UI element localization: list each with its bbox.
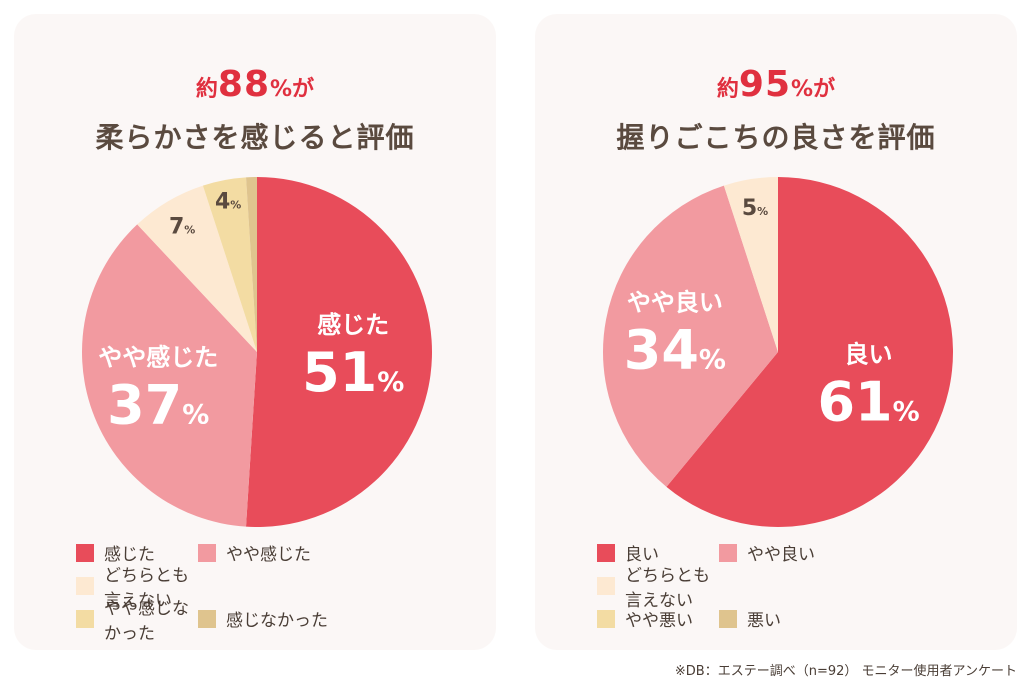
slice-percent-label: 51%: [302, 341, 404, 404]
legend-row: 良い やや良い: [597, 536, 997, 569]
legend-item: 感じなかった: [198, 606, 328, 631]
legend-row: やや感じなかった 感じなかった: [76, 599, 476, 644]
legend-swatch: [76, 609, 94, 628]
headline-suffix: が: [292, 77, 315, 102]
legend-swatch: [198, 609, 216, 628]
pie-slice-1: [246, 177, 433, 527]
pie-slice-2: [82, 224, 257, 527]
legend-swatch: [597, 609, 615, 628]
pie-slice-1: [666, 177, 953, 527]
legend-row: どちらとも言えない: [76, 566, 476, 611]
headline-percent: %: [791, 77, 814, 102]
chart-card-left: 約88%が 柔らかさを感じると評価 感じた 51% やや感じた 37% 7% 4% 感じた…: [14, 14, 496, 650]
slice-percent-label: 5%: [742, 196, 768, 221]
source-footnote: ※DB：エステー調べ（n=92） モニター使用者アンケート: [674, 664, 1017, 679]
legend-label: やや感じなかった: [104, 598, 189, 644]
legend-label: 感じた: [104, 545, 155, 565]
headline-number: 95: [738, 64, 792, 105]
legend-row: どちらとも言えない: [597, 566, 997, 611]
headline-prefix: 約: [195, 77, 218, 102]
pie-slice-5: [246, 177, 257, 352]
slice-percent-label: 34%: [624, 318, 726, 381]
legend-label: やや感じた: [226, 545, 311, 565]
slice-percent-label: 7%: [169, 214, 195, 239]
headline-prefix: 約: [716, 77, 739, 102]
legend-label: やや良い: [747, 545, 815, 565]
legend-label: どちらとも言えない: [625, 565, 710, 611]
chart-card-right: 約95%が 握りごこちの良さを評価 良い 61% やや良い 34% 5% 良い やや良いど…: [535, 14, 1017, 650]
slice-percent-label: 61%: [817, 371, 919, 434]
legend-swatch: [198, 543, 216, 562]
legend-swatch: [719, 609, 737, 628]
legend-row: 感じた やや感じた: [76, 536, 476, 569]
legend-label: 良い: [625, 545, 659, 565]
legend-swatch: [597, 543, 615, 562]
slice-name-label: 感じた: [317, 311, 389, 339]
headline-number: 88: [217, 64, 271, 105]
headline: 約88%が: [14, 64, 496, 105]
chart-subtitle: 握りごこちの良さを評価: [616, 121, 936, 154]
legend: 感じた やや感じたどちらとも言えない やや感じなかった 感じなかった: [76, 536, 476, 644]
legend-label: どちらとも言えない: [104, 565, 189, 611]
pie-slice-3: [137, 185, 257, 352]
legend-item: 良い: [597, 540, 719, 565]
legend-item: どちらとも言えない: [76, 561, 198, 611]
legend-item: やや悪い: [597, 606, 719, 631]
legend-item: やや感じた: [198, 540, 311, 565]
legend-item: 悪い: [719, 606, 781, 631]
headline: 約95%が: [535, 64, 1017, 105]
legend-swatch: [719, 543, 737, 562]
headline-suffix: が: [813, 77, 836, 102]
legend-label: 感じなかった: [226, 611, 328, 631]
slice-name-label: やや感じた: [98, 344, 218, 372]
chart-subtitle: 柔らかさを感じると評価: [95, 121, 415, 154]
slice-percent-label: 37%: [107, 374, 209, 437]
pie-slice-2: [603, 185, 778, 487]
headline-percent: %: [270, 77, 293, 102]
legend-swatch: [76, 543, 94, 562]
legend-label: やや悪い: [625, 611, 693, 631]
legend-item: やや良い: [719, 540, 815, 565]
slice-name-label: 良い: [845, 341, 893, 369]
legend-item: 感じた: [76, 540, 198, 565]
pie-slice-4: [202, 177, 257, 352]
slice-percent-label: 4%: [215, 190, 241, 215]
legend-item: どちらとも言えない: [597, 561, 719, 611]
legend-swatch: [597, 576, 615, 595]
legend: 良い やや良いどちらとも言えない やや悪い 悪い: [597, 536, 997, 635]
slice-name-label: やや良い: [627, 288, 723, 316]
pie-slice-3: [723, 177, 778, 352]
legend-row: やや悪い 悪い: [597, 602, 997, 635]
legend-label: 悪い: [747, 611, 781, 631]
legend-swatch: [76, 576, 94, 595]
legend-item: やや感じなかった: [76, 594, 198, 644]
